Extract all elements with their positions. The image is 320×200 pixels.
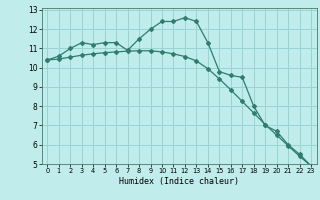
- X-axis label: Humidex (Indice chaleur): Humidex (Indice chaleur): [119, 177, 239, 186]
